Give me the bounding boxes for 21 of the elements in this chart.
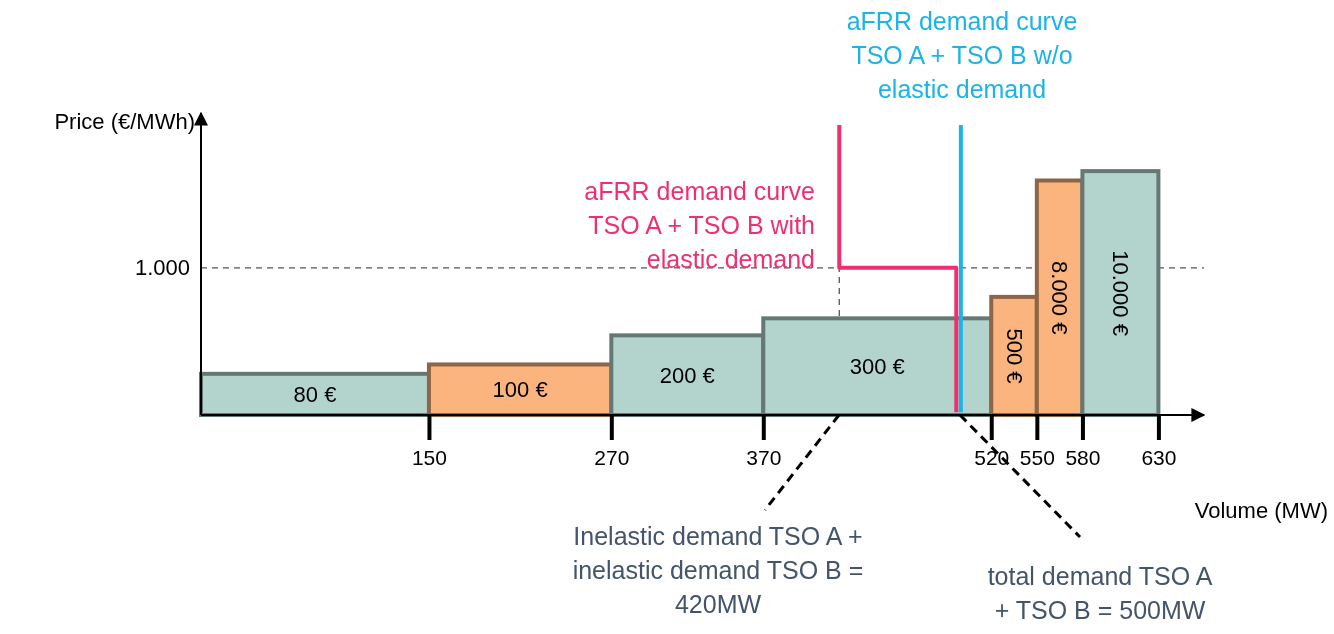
x-tick-label: 580 [1065,445,1101,469]
y-axis-title: Price (€/MWh) [54,108,195,134]
text: aFRR demand curve TSO A + TSO B w/o elastic demand [846,7,1078,103]
text: total demand TSO A + TSO B = 500MW [987,562,1213,624]
text: Inelastic demand TSO A + inelastic demand TSO B = 420MW [572,522,864,618]
x-tick-label: 520 [974,445,1010,469]
x-tick-label: 370 [746,445,782,469]
annotation: aFRR demand curve TSO A + TSO B with elastic demand [584,177,815,273]
data-label: 80 € [293,381,337,407]
data-label: 500 € [1001,328,1027,384]
x-tick-label: 270 [594,445,630,469]
x-tick-label: 550 [1019,445,1055,469]
data-label: 10.000 € [1107,250,1133,336]
ref-line-label: 1.000 [134,255,190,281]
data-label: 100 € [492,377,548,403]
x-tick-label: 150 [411,445,447,469]
data-label: 300 € [849,354,905,380]
x-tick-label: 630 [1141,445,1177,469]
data-label: 200 € [659,362,715,388]
x-axis-title: Volume (MW) [1194,497,1328,523]
data-label: 8.000 € [1047,261,1073,335]
